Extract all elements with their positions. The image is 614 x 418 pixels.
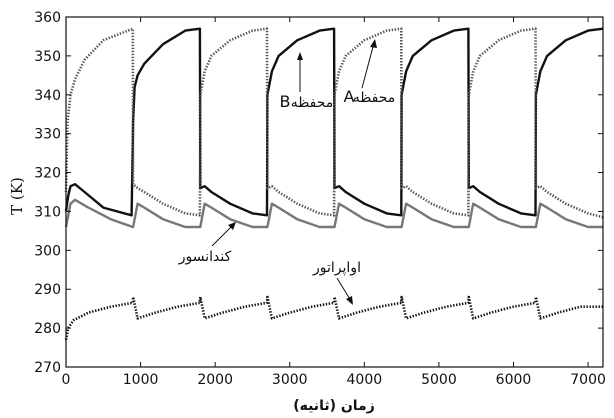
y-tick-label: 280	[34, 321, 61, 337]
y-tick-label: 320	[34, 166, 61, 182]
y-tick-label: 290	[34, 282, 61, 298]
annotation-chamber-a: محفظه A	[344, 39, 396, 106]
annotation-evaporator-arrowhead	[346, 296, 353, 305]
annotation-chamber-a-label: محفظه	[353, 90, 396, 106]
x-tick-label: 6000	[496, 372, 532, 388]
x-tick-label: 0	[62, 372, 71, 388]
annotation-evaporator: اواپراتور	[312, 260, 361, 305]
annotation-condenser: کندانسور	[178, 222, 236, 265]
annotation-chamber-a-arrowhead	[370, 39, 377, 48]
annotation-chamber-b-tag: B	[280, 92, 291, 111]
annotation-condenser-arrowhead	[228, 222, 236, 230]
annotation-chamber-b: محفظه B	[280, 52, 334, 111]
series-evaporator	[64, 295, 603, 341]
annotation-chamber-b-label: محفظه	[291, 95, 334, 111]
annotation-evaporator-label: اواپراتور	[312, 260, 361, 276]
series-chamber-b	[64, 27, 604, 217]
x-tick-label: 3000	[272, 372, 308, 388]
y-axis-label: T (K)	[8, 177, 26, 215]
x-axis-label: زمان (ثانیه)	[293, 398, 375, 414]
series-condenser	[64, 198, 603, 229]
y-tick-label: 330	[34, 127, 61, 143]
x-tick-label: 5000	[421, 372, 457, 388]
y-tick-label: 270	[34, 360, 61, 376]
y-tick-label: 310	[34, 204, 61, 220]
plot-frame	[65, 16, 604, 368]
series-layer	[64, 27, 604, 341]
x-axis: 0 1000 2000 3000 4000 5000 6000 7000	[62, 17, 606, 388]
y-tick-label: 340	[34, 88, 61, 104]
x-tick-label: 4000	[347, 372, 383, 388]
x-tick-label: 7000	[570, 372, 606, 388]
x-tick-label: 2000	[197, 372, 233, 388]
annotation-condenser-label: کندانسور	[178, 249, 232, 265]
y-axis: 270 280 290 300 310 320 330 340 350 360	[34, 10, 603, 376]
x-tick-label: 1000	[123, 372, 159, 388]
annotation-evaporator-arrow	[336, 277, 352, 302]
annotation-chamber-a-tag: A	[344, 87, 355, 106]
annotation-chamber-b-arrowhead	[297, 52, 303, 60]
annotation-condenser-arrow	[211, 224, 234, 247]
y-tick-label: 300	[34, 243, 61, 259]
y-tick-label: 360	[34, 10, 61, 26]
y-tick-label: 350	[34, 49, 61, 65]
series-chamber-a	[64, 27, 604, 219]
annotation-chamber-a-arrow	[361, 42, 375, 89]
